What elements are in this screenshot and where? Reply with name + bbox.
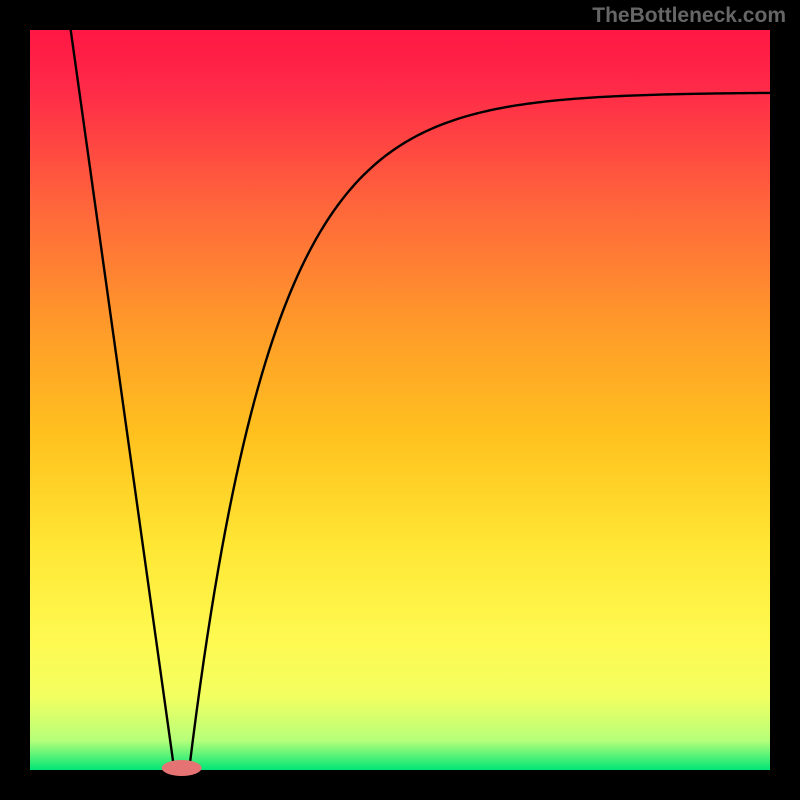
chart-container: TheBottleneck.com <box>0 0 800 800</box>
plot-background <box>30 30 770 770</box>
bottleneck-chart <box>0 0 800 800</box>
optimal-marker <box>162 760 202 776</box>
watermark-text: TheBottleneck.com <box>592 4 786 28</box>
